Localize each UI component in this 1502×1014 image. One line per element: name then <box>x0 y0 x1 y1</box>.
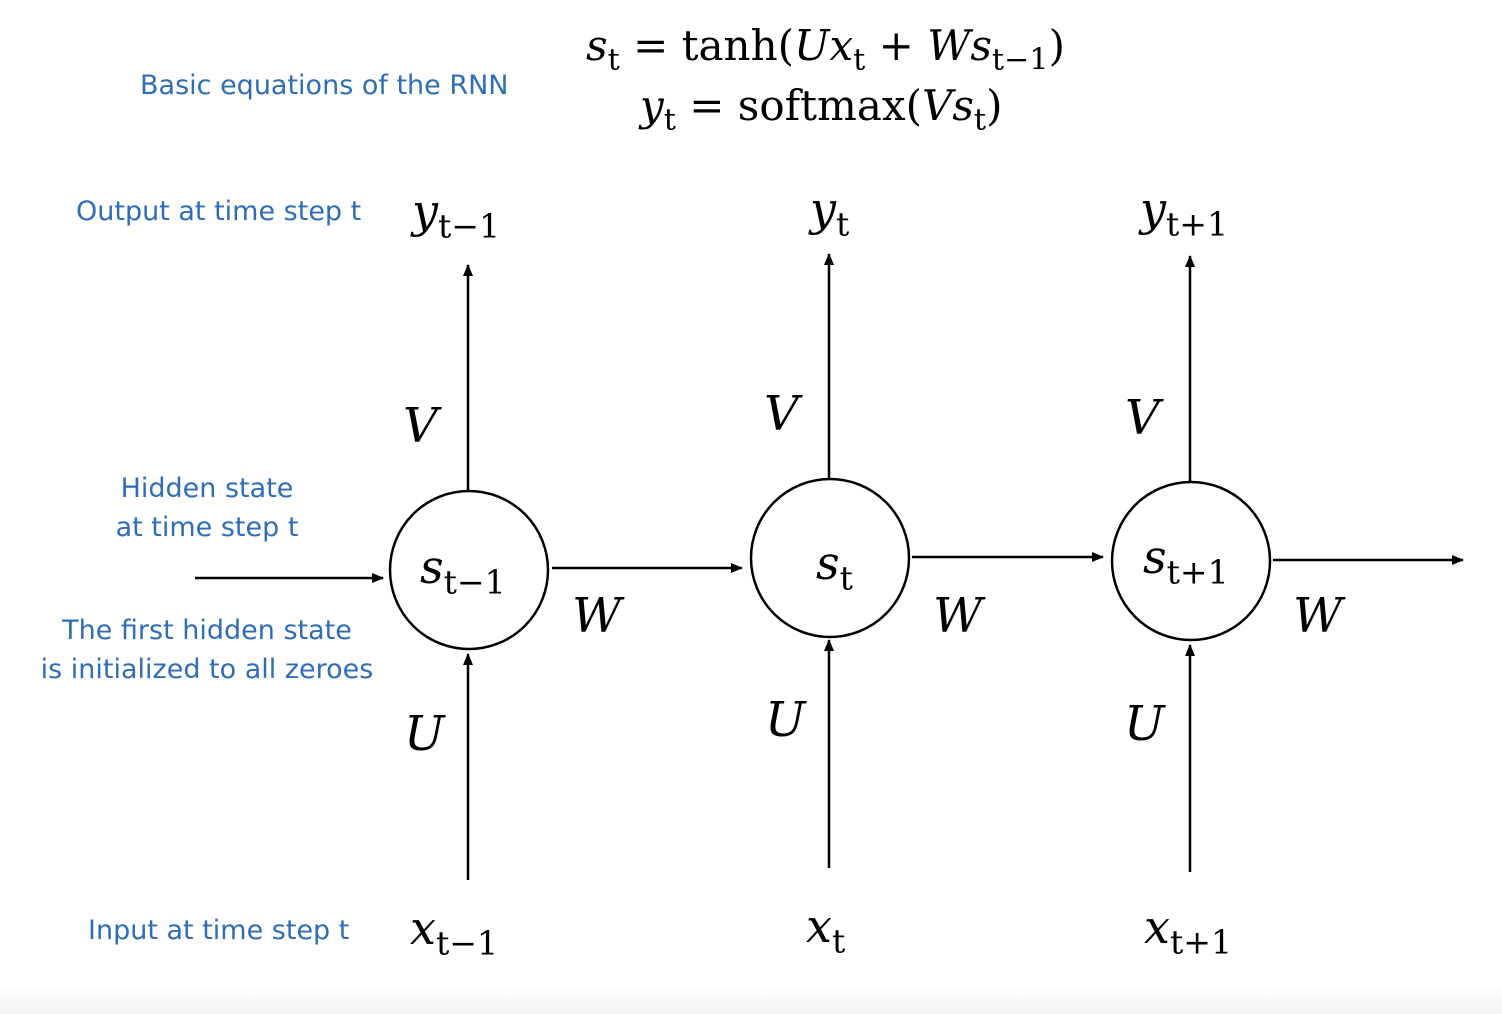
first-hidden-state-note-line2: is initialized to all zeroes <box>40 654 374 685</box>
input-symbol-3: xt+1 <box>1144 900 1233 962</box>
output-symbol-3: yt+1 <box>1140 182 1229 244</box>
output-symbol-1: yt−1 <box>412 184 501 246</box>
weight-v-label-3: V <box>1125 390 1160 446</box>
input-symbol-2: xt <box>806 899 846 961</box>
equation-output: yt = softmax(Vst) <box>640 81 1003 138</box>
weight-w-label-1: W <box>572 588 622 644</box>
hidden-state-node-3 <box>1110 480 1272 642</box>
hidden-state-symbol-3: st+1 <box>1143 530 1229 592</box>
output-label: Output at time step t <box>76 196 362 227</box>
hidden-state-symbol-2: st <box>816 536 853 598</box>
hidden-state-label: Hidden state at time step t <box>106 469 308 547</box>
weight-v-label-2: V <box>764 386 799 442</box>
hidden-state-label-line2: at time step t <box>115 512 299 543</box>
weight-u-label-3: U <box>1124 696 1165 752</box>
hidden-state-symbol-1: st−1 <box>420 540 506 602</box>
input-symbol-1: xt−1 <box>410 901 499 963</box>
input-label: Input at time step t <box>88 915 350 946</box>
bottom-shadow-band <box>0 985 1502 1014</box>
weight-u-label-1: U <box>404 706 445 762</box>
weight-w-label-3: W <box>1293 588 1343 644</box>
weight-v-label-1: V <box>403 398 438 454</box>
weight-w-label-2: W <box>933 588 983 644</box>
hidden-state-label-line1: Hidden state <box>120 473 294 504</box>
output-symbol-2: yt <box>810 182 850 244</box>
hidden-state-node-2 <box>749 477 911 639</box>
equation-hidden-state: st = tanh(Uxt + Wst−1) <box>586 21 1066 78</box>
first-hidden-state-note-line1: The first hidden state <box>62 615 352 646</box>
equations-label: Basic equations of the RNN <box>140 70 509 101</box>
hidden-state-node-1 <box>388 489 550 651</box>
weight-u-label-2: U <box>765 692 806 748</box>
first-hidden-state-note: The first hidden state is initialized to… <box>30 611 384 689</box>
